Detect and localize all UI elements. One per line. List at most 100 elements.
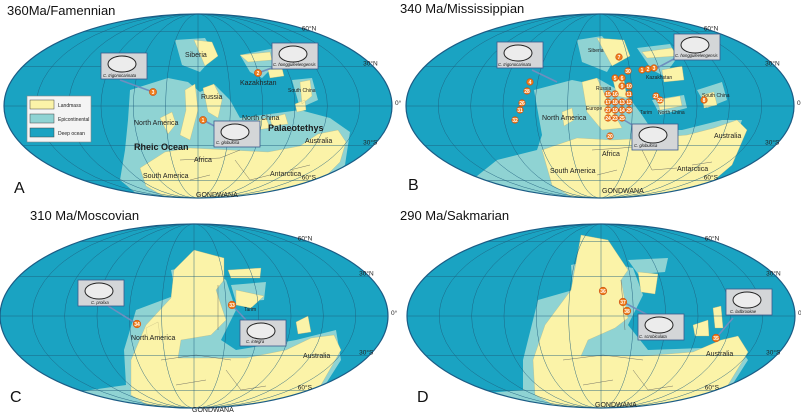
svg-text:17: 17 — [605, 100, 611, 106]
locality-marker: 23 — [611, 114, 619, 122]
graticule — [0, 224, 388, 408]
landmass-east — [637, 271, 724, 337]
region-label: Siberia — [185, 52, 207, 59]
panel-letter: D — [417, 389, 429, 406]
fossil-callout: C. scrobiculata — [622, 301, 685, 341]
svg-text:36: 36 — [600, 289, 606, 295]
craton-boundaries — [591, 144, 713, 176]
species-label: C. ladbrookae — [730, 309, 757, 314]
svg-text:15: 15 — [605, 92, 611, 98]
ocean-label: Palaeotethys — [268, 123, 324, 133]
latitude-label: 60°S — [302, 174, 317, 182]
svg-text:33: 33 — [229, 303, 235, 309]
svg-text:29: 29 — [626, 108, 632, 114]
svg-text:22: 22 — [657, 98, 663, 104]
legend-swatch-landmass — [29, 99, 55, 110]
species-label: C. globulosa — [216, 140, 240, 145]
globe-outline — [0, 223, 389, 409]
fossil-callout: C. prolixa — [77, 279, 138, 325]
svg-text:26: 26 — [519, 101, 525, 107]
region-label: North China — [658, 110, 685, 116]
locality-marker: 32 — [511, 116, 519, 124]
svg-text:38: 38 — [624, 309, 630, 315]
latitude-label: 0° — [395, 99, 402, 107]
latitude-label: 60°N — [705, 234, 720, 242]
species-label: C. hongguleelengensis — [675, 53, 719, 58]
latitude-labels: 60°N 30°N 0° 30°S 60°S — [302, 24, 402, 181]
ocean-label: Rheic Ocean — [134, 142, 189, 152]
panel-c: 310 Ma/Moscovian 60°N 30°N 0° 30°S 60°S Nort… — [0, 208, 398, 414]
globe-outline — [405, 13, 795, 199]
locality-marker: 14 — [618, 106, 626, 114]
locality-marker: 1 — [199, 116, 207, 124]
latitude-label: 0° — [798, 309, 801, 317]
locality-marker: 3 — [149, 88, 157, 96]
locality-marker: 27 — [604, 106, 612, 114]
svg-text:3: 3 — [152, 90, 155, 96]
graticule — [407, 224, 795, 408]
species-label: C. trigonocarinata — [498, 62, 532, 67]
globe-outline — [406, 223, 796, 409]
region-label: Australia — [303, 353, 330, 360]
locality-marker: 34 — [132, 319, 142, 329]
species-label: C. integra — [246, 339, 265, 344]
locality-marker: 17 — [604, 98, 612, 106]
fossil-callout: C. globulosa — [623, 119, 679, 151]
landmass-south-china — [294, 79, 313, 113]
panel-title: 340 Ma/Mississippian — [400, 1, 524, 16]
locality-marker: 35 — [711, 333, 721, 343]
latitude-label: 60°N — [302, 24, 317, 32]
species-label: C. globulosa — [634, 143, 658, 148]
region-label: Tarim — [244, 307, 256, 313]
locality-marker: 26 — [518, 99, 526, 107]
svg-text:30: 30 — [625, 69, 631, 75]
latitude-labels: 60°N 30°N 0° 30°S 60°S — [298, 234, 398, 391]
svg-text:32: 32 — [512, 118, 518, 124]
species-label: C. trigonocarinata — [103, 73, 137, 78]
latitude-label: 60°S — [704, 174, 719, 182]
svg-text:18: 18 — [612, 100, 618, 106]
latitude-label: 30°S — [363, 139, 378, 147]
region-label: Antarctica — [270, 171, 301, 178]
locality-marker: 31 — [516, 106, 524, 114]
locality-marker: 1 — [638, 66, 646, 74]
latitude-label: 60°S — [298, 384, 313, 392]
fossil-callout: C. hongguleelengensis — [257, 42, 319, 74]
region-label: North America — [131, 335, 175, 342]
locality-marker: 20 — [606, 132, 614, 140]
locality-marker: 5 — [611, 74, 619, 82]
landmass-siberia — [193, 39, 219, 67]
svg-text:8: 8 — [703, 98, 706, 104]
locality-marker: 10 — [625, 82, 633, 90]
region-label: Australia — [714, 133, 741, 140]
locality-marker: 16 — [611, 90, 619, 98]
svg-text:35: 35 — [713, 336, 719, 342]
panel-d: 290 Ma/Sakmarian 60°N 30°N 0° 30°S 60°S Aust… — [400, 208, 801, 409]
locality-marker: 9 — [618, 82, 626, 90]
latitude-label: 0° — [391, 309, 398, 317]
locality-marker: 29 — [625, 106, 633, 114]
svg-text:37: 37 — [620, 300, 626, 306]
locality-marker: 33 — [227, 300, 237, 310]
locality-marker: 13 — [618, 98, 626, 106]
svg-text:27: 27 — [605, 108, 611, 114]
panel-b: 340 Ma/Mississippian 60°N30°N0°30°S60°S … — [400, 1, 801, 199]
svg-text:28: 28 — [524, 89, 530, 95]
landmass-gondwana — [139, 129, 347, 198]
svg-text:16: 16 — [612, 92, 618, 98]
region-label: North America — [542, 115, 586, 122]
latitude-label: 30°N — [765, 59, 780, 67]
svg-text:4: 4 — [529, 80, 532, 86]
region-label: Siberia — [588, 48, 604, 54]
legend-label: Landmass — [58, 103, 82, 109]
locality-marker: 37 — [618, 297, 628, 307]
locality-marker: 8 — [700, 96, 708, 104]
locality-marker: 12 — [625, 98, 633, 106]
latitude-labels: 60°N 30°N 0° 30°S 60°S — [705, 234, 801, 391]
locality-marker: 30 — [624, 67, 632, 75]
region-label: Antarctica — [677, 166, 708, 173]
region-label: GONDWANA — [602, 188, 644, 195]
landmass-pangaea — [130, 249, 342, 408]
svg-text:14: 14 — [619, 108, 625, 114]
